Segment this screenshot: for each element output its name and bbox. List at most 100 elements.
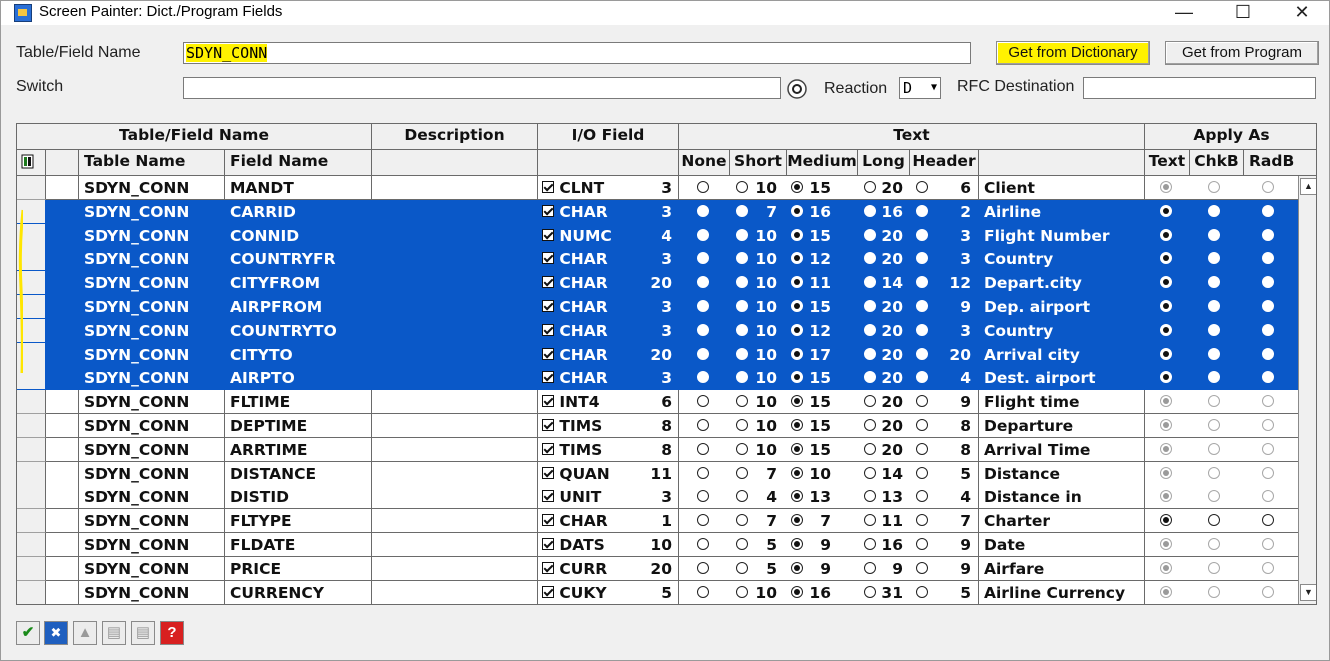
radio-icon[interactable] (791, 538, 803, 550)
radio-icon[interactable] (791, 585, 803, 598)
radio-icon[interactable] (916, 538, 928, 550)
radio-icon[interactable] (1160, 419, 1172, 431)
radio-icon[interactable] (736, 466, 748, 479)
radio-icon[interactable] (864, 252, 876, 265)
radio-icon[interactable] (1208, 538, 1220, 550)
row-selector[interactable] (17, 437, 46, 462)
radio-icon[interactable] (1160, 538, 1172, 550)
help-button[interactable]: ? (160, 621, 184, 645)
io-checkbox[interactable] (542, 347, 554, 360)
radio-icon[interactable] (697, 538, 709, 550)
radio-icon[interactable] (1208, 323, 1220, 336)
radio-icon[interactable] (864, 300, 876, 312)
radio-icon[interactable] (1160, 585, 1172, 598)
radio-icon[interactable] (1160, 204, 1172, 217)
radio-icon[interactable] (916, 276, 928, 289)
save-as-disabled-button[interactable]: ▤ (131, 621, 155, 645)
radio-icon[interactable] (1208, 228, 1220, 241)
radio-icon[interactable] (1208, 466, 1220, 479)
radio-icon[interactable] (916, 347, 928, 360)
radio-icon[interactable] (791, 347, 803, 360)
radio-icon[interactable] (864, 561, 876, 574)
radio-icon[interactable] (1262, 514, 1274, 527)
table-row[interactable]: SDYN_CONN CITYFROM CHAR 20 10 11 14 12 Depart.c… (17, 271, 1298, 296)
radio-icon[interactable] (864, 538, 876, 550)
io-checkbox[interactable] (542, 371, 554, 384)
radio-icon[interactable] (791, 276, 803, 289)
radio-icon[interactable] (1160, 181, 1172, 193)
radio-icon[interactable] (916, 252, 928, 265)
radio-icon[interactable] (1208, 514, 1220, 527)
radio-icon[interactable] (916, 466, 928, 479)
radio-icon[interactable] (864, 395, 876, 408)
radio-icon[interactable] (1262, 371, 1274, 384)
radio-icon[interactable] (864, 466, 876, 479)
radio-icon[interactable] (1160, 323, 1172, 336)
radio-icon[interactable] (864, 585, 876, 598)
radio-icon[interactable] (1262, 204, 1274, 217)
io-checkbox[interactable] (542, 585, 554, 598)
row-selector[interactable] (17, 533, 46, 557)
radio-icon[interactable] (736, 419, 748, 431)
radio-icon[interactable] (791, 442, 803, 455)
table-row[interactable]: SDYN_CONN DISTID UNIT 3 4 13 13 4 Distance in (17, 485, 1298, 510)
radio-icon[interactable] (916, 442, 928, 455)
radio-icon[interactable] (1262, 347, 1274, 360)
radio-icon[interactable] (1262, 466, 1274, 479)
radio-icon[interactable] (697, 347, 709, 360)
radio-icon[interactable] (1262, 585, 1274, 598)
radio-icon[interactable] (1208, 204, 1220, 217)
table-row[interactable]: SDYN_CONN MANDT CLNT 3 10 15 20 6 Client (17, 176, 1298, 200)
radio-icon[interactable] (916, 419, 928, 431)
io-checkbox[interactable] (542, 323, 554, 336)
radio-icon[interactable] (864, 204, 876, 217)
radio-icon[interactable] (916, 204, 928, 217)
radio-icon[interactable] (1208, 252, 1220, 265)
radio-icon[interactable] (736, 490, 748, 503)
radio-icon[interactable] (697, 323, 709, 336)
table-row[interactable]: SDYN_CONN AIRPFROM CHAR 3 10 15 20 9 Dep. airpo… (17, 295, 1298, 319)
radio-icon[interactable] (1208, 347, 1220, 360)
table-row[interactable]: SDYN_CONN AIRPTO CHAR 3 10 15 20 4 Dest. airpor… (17, 366, 1298, 391)
radio-icon[interactable] (736, 300, 748, 312)
io-checkbox[interactable] (542, 538, 554, 550)
table-row[interactable]: SDYN_CONN CONNID NUMC 4 10 15 20 3 Flight Numbe… (17, 223, 1298, 248)
io-checkbox[interactable] (542, 514, 554, 527)
table-row[interactable]: SDYN_CONN COUNTRYFR CHAR 3 10 12 20 3 Country (17, 247, 1298, 272)
radio-icon[interactable] (864, 490, 876, 503)
radio-icon[interactable] (736, 276, 748, 289)
table-row[interactable]: SDYN_CONN CITYTO CHAR 20 10 17 20 20 Arrival ci… (17, 342, 1298, 367)
upload-button[interactable]: ▲ (73, 621, 97, 645)
radio-icon[interactable] (791, 300, 803, 312)
radio-icon[interactable] (864, 442, 876, 455)
io-checkbox[interactable] (542, 442, 554, 455)
radio-icon[interactable] (1262, 419, 1274, 431)
radio-icon[interactable] (736, 538, 748, 550)
radio-icon[interactable] (791, 561, 803, 574)
radio-icon[interactable] (697, 252, 709, 265)
radio-icon[interactable] (1262, 228, 1274, 241)
io-checkbox[interactable] (542, 300, 554, 312)
radio-icon[interactable] (1160, 347, 1172, 360)
radio-icon[interactable] (1160, 300, 1172, 312)
radio-icon[interactable] (697, 300, 709, 312)
radio-icon[interactable] (916, 514, 928, 527)
radio-icon[interactable] (791, 371, 803, 384)
radio-icon[interactable] (1262, 490, 1274, 503)
row-selector[interactable] (17, 176, 46, 200)
io-checkbox[interactable] (542, 490, 554, 503)
radio-icon[interactable] (1160, 490, 1172, 503)
radio-icon[interactable] (1160, 228, 1172, 241)
radio-icon[interactable] (736, 252, 748, 265)
radio-icon[interactable] (1262, 323, 1274, 336)
radio-icon[interactable] (791, 252, 803, 265)
radio-icon[interactable] (736, 181, 748, 193)
row-selector[interactable] (17, 509, 46, 534)
radio-icon[interactable] (736, 395, 748, 408)
vertical-scrollbar[interactable]: ▲ ▼ (1298, 176, 1316, 604)
row-selector[interactable] (17, 390, 46, 415)
radio-icon[interactable] (1208, 585, 1220, 598)
table-row[interactable]: SDYN_CONN CARRID CHAR 3 7 16 16 2 Airline (17, 199, 1298, 224)
radio-icon[interactable] (1160, 276, 1172, 289)
radio-icon[interactable] (1262, 561, 1274, 574)
